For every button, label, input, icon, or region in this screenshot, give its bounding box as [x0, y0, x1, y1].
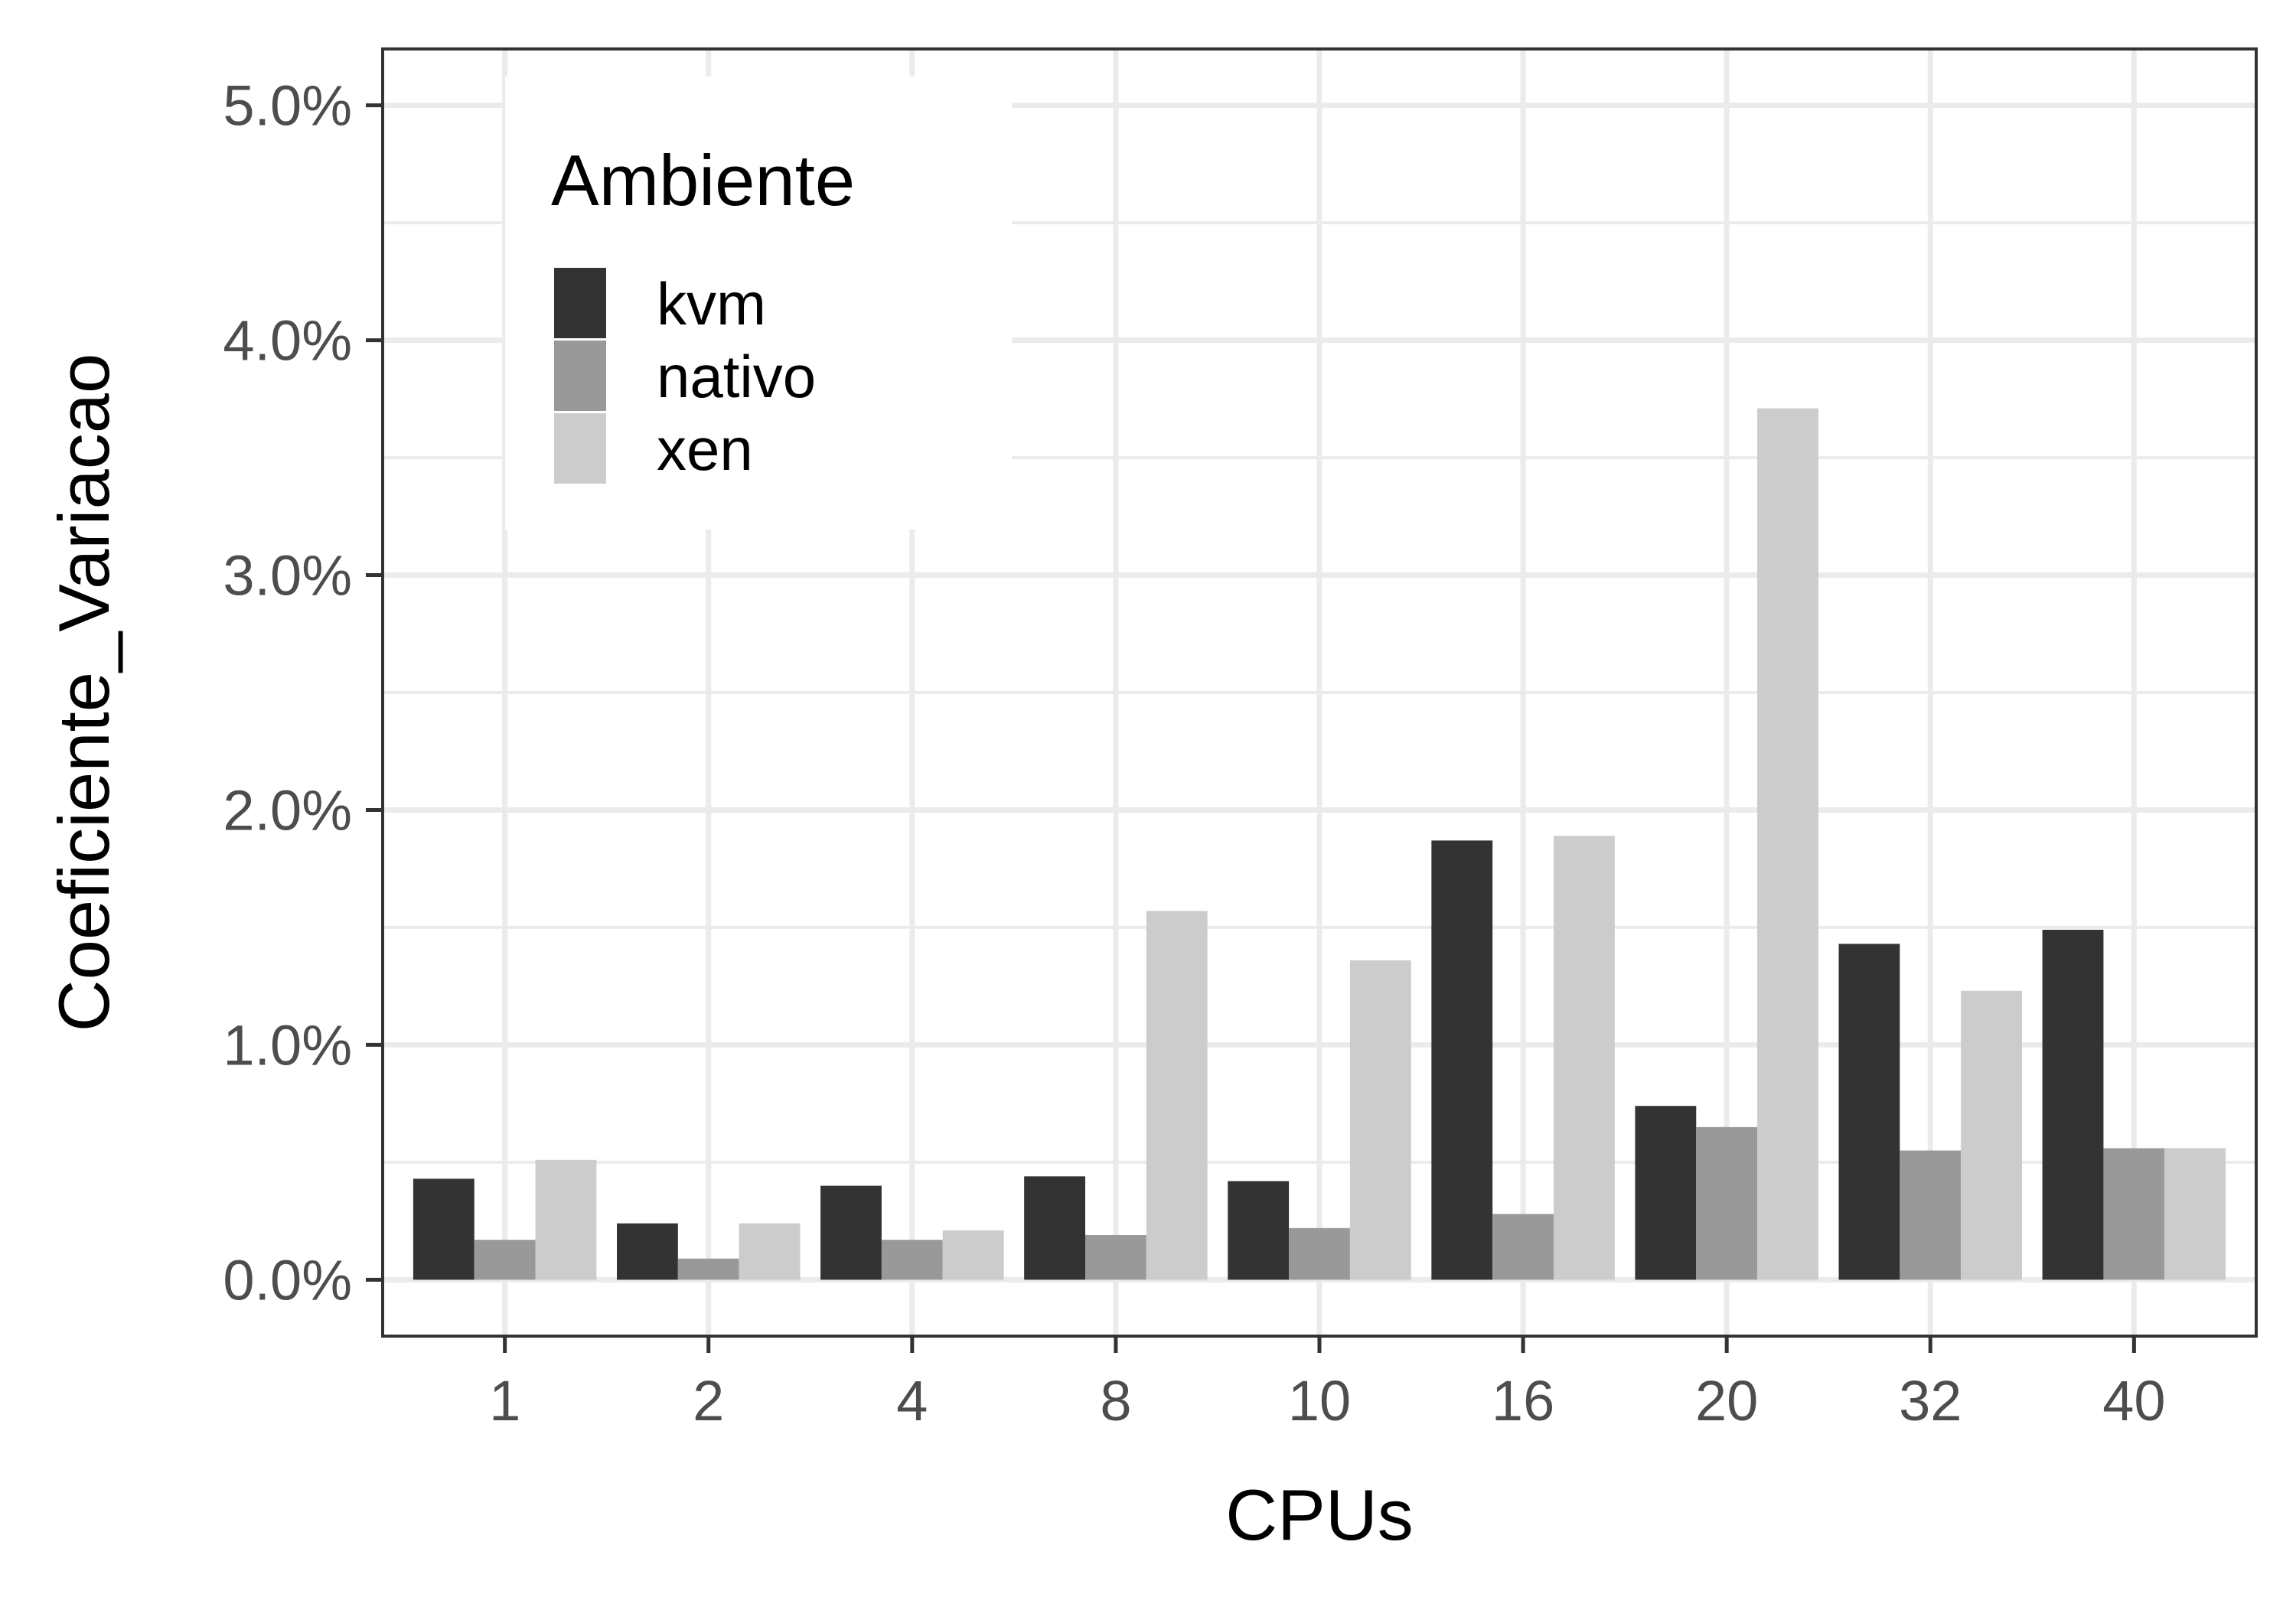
bar-nativo-2: [677, 1258, 739, 1280]
x-axis: 1 2 4 8 10 16 20 32 40: [489, 1336, 2166, 1433]
bars: [413, 408, 2226, 1280]
bar-nativo-40: [2103, 1148, 2165, 1280]
x-tick-label: 8: [1100, 1369, 1131, 1433]
bar-xen-8: [1146, 911, 1208, 1280]
bar-nativo-20: [1696, 1126, 1758, 1280]
bar-xen-20: [1757, 408, 1818, 1280]
bar-nativo-4: [881, 1240, 943, 1280]
x-tick-label: 20: [1695, 1369, 1758, 1433]
y-tick-label: 0.0%: [223, 1248, 352, 1312]
bar-nativo-1: [474, 1240, 536, 1280]
y-tick-label: 2.0%: [223, 778, 352, 842]
bar-kvm-40: [2042, 930, 2104, 1280]
legend-title: Ambiente: [551, 140, 855, 220]
bar-kvm-2: [617, 1223, 678, 1280]
x-tick-label: 32: [1899, 1369, 1962, 1433]
bar-kvm-1: [413, 1178, 475, 1280]
bar-xen-32: [1961, 990, 2022, 1280]
bar-kvm-8: [1024, 1176, 1085, 1280]
y-axis-title: Coeficiente_Variacao: [44, 354, 124, 1032]
y-tick-label: 5.0%: [223, 74, 352, 138]
legend-key-xen: [554, 413, 606, 484]
legend-label-kvm: kvm: [657, 270, 766, 337]
bar-xen-10: [1349, 960, 1411, 1280]
x-tick-label: 10: [1288, 1369, 1351, 1433]
bar-nativo-16: [1492, 1214, 1554, 1280]
legend-key-kvm: [554, 268, 606, 338]
bar-xen-2: [739, 1223, 801, 1280]
bar-kvm-16: [1431, 840, 1493, 1280]
x-tick-label: 40: [2102, 1369, 2165, 1433]
y-tick-label: 4.0%: [223, 309, 352, 373]
bar-kvm-20: [1635, 1106, 1697, 1280]
x-tick-label: 2: [693, 1369, 724, 1433]
bar-kvm-32: [1838, 944, 1900, 1280]
y-axis: 0.0% 1.0% 2.0% 3.0% 4.0% 5.0%: [223, 74, 383, 1312]
bar-nativo-10: [1289, 1227, 1350, 1280]
bar-kvm-4: [820, 1185, 882, 1280]
bar-xen-16: [1554, 836, 1615, 1280]
bar-nativo-32: [1900, 1150, 1962, 1280]
bar-kvm-10: [1228, 1181, 1290, 1280]
bar-nativo-8: [1085, 1235, 1146, 1280]
bar-xen-40: [2164, 1148, 2226, 1280]
x-tick-label: 16: [1492, 1369, 1554, 1433]
x-axis-title: CPUs: [1225, 1475, 1413, 1555]
x-tick-label: 4: [896, 1369, 928, 1433]
bar-xen-1: [535, 1159, 597, 1280]
bar-xen-4: [942, 1230, 1004, 1280]
x-tick-label: 1: [489, 1369, 520, 1433]
legend-key-nativo: [554, 341, 606, 411]
y-tick-label: 3.0%: [223, 544, 352, 608]
y-tick-label: 1.0%: [223, 1013, 352, 1077]
legend-label-xen: xen: [657, 416, 753, 483]
legend-label-nativo: nativo: [657, 343, 816, 410]
